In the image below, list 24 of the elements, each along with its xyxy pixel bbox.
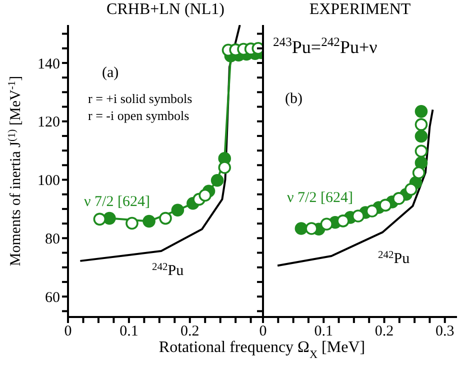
y-tick-label: 80 <box>45 231 60 248</box>
x-tick-label: 0.1 <box>120 324 138 340</box>
x-tick-label: 0 <box>259 324 267 340</box>
annotation: ν 7/2 [624] <box>84 194 150 210</box>
x-axis-title: Rotational frequency Ω$_{X}$ [MeV] <box>158 339 366 361</box>
annotation: $^{242}$Pu <box>152 262 184 279</box>
annotation: r = +i solid symbols <box>88 91 192 106</box>
y-tick-label: 100 <box>38 173 60 190</box>
annotation: ν 7/2 [624] <box>287 190 353 206</box>
annotation: $^{242}$Pu <box>378 250 410 267</box>
x-tick-label: 0.1 <box>314 324 333 340</box>
y-tick-label: 60 <box>45 290 60 306</box>
y-tick-label: 140 <box>38 56 60 72</box>
annotation: (a) <box>102 65 119 81</box>
x-tick-label: 0.2 <box>374 324 394 340</box>
x-tick-label: 0.3 <box>436 324 454 340</box>
annotation: r = -i open symbols <box>88 108 190 123</box>
annotation: $^{243}$Pu=$^{242}$Pu+ν <box>273 35 378 57</box>
chart-title: CRHB+LN (NL1) <box>106 1 226 19</box>
x-tick-label: 0 <box>64 324 72 340</box>
y-tick-label: 120 <box>38 114 60 131</box>
annotation: (b) <box>285 91 302 107</box>
chart-title: EXPERIMENT <box>308 1 412 19</box>
x-tick-label: 0.2 <box>180 324 200 340</box>
